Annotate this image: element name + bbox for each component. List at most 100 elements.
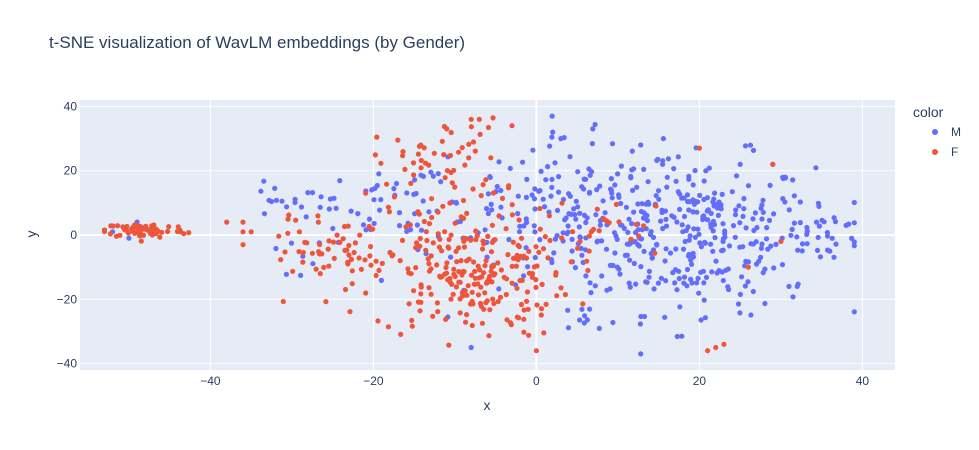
point-f[interactable] [101, 228, 108, 235]
point-f[interactable] [480, 182, 486, 188]
point-m[interactable] [348, 208, 354, 214]
point-f[interactable] [386, 209, 392, 215]
point-f[interactable] [429, 196, 435, 202]
point-f[interactable] [373, 272, 379, 279]
point-m[interactable] [759, 216, 765, 222]
point-m[interactable] [629, 167, 635, 173]
point-f[interactable] [584, 258, 590, 264]
point-m[interactable] [623, 204, 630, 210]
point-m[interactable] [507, 165, 513, 171]
point-f[interactable] [448, 232, 454, 238]
point-f[interactable] [465, 283, 471, 289]
point-f[interactable] [461, 235, 467, 241]
point-f[interactable] [616, 219, 622, 225]
point-m[interactable] [638, 313, 644, 320]
point-f[interactable] [345, 223, 351, 229]
point-m[interactable] [786, 283, 792, 289]
point-m[interactable] [554, 233, 560, 239]
point-m[interactable] [537, 237, 543, 243]
point-m[interactable] [653, 193, 659, 199]
point-f[interactable] [378, 160, 384, 166]
point-m[interactable] [283, 271, 289, 277]
point-m[interactable] [592, 283, 598, 289]
point-m[interactable] [788, 232, 794, 238]
point-m[interactable] [790, 294, 796, 300]
point-f[interactable] [459, 145, 465, 151]
point-m[interactable] [716, 199, 722, 205]
point-m[interactable] [759, 241, 765, 247]
point-f[interactable] [488, 155, 494, 161]
point-f[interactable] [492, 237, 498, 243]
point-m[interactable] [691, 201, 698, 207]
point-f[interactable] [479, 320, 485, 326]
point-f[interactable] [533, 244, 539, 250]
point-m[interactable] [594, 239, 600, 245]
point-m[interactable] [698, 269, 704, 275]
point-f[interactable] [524, 298, 530, 304]
point-f[interactable] [450, 291, 456, 297]
point-m[interactable] [816, 203, 822, 209]
point-m[interactable] [523, 216, 529, 222]
point-f[interactable] [541, 330, 547, 336]
point-m[interactable] [656, 188, 662, 194]
point-f[interactable] [533, 277, 539, 283]
point-f[interactable] [282, 249, 288, 255]
point-f[interactable] [536, 249, 542, 255]
point-m[interactable] [740, 213, 746, 219]
point-m[interactable] [577, 210, 583, 216]
point-f[interactable] [149, 232, 155, 238]
point-f[interactable] [483, 177, 489, 183]
point-f[interactable] [456, 149, 462, 155]
point-f[interactable] [510, 239, 516, 245]
point-f[interactable] [248, 229, 254, 235]
point-m[interactable] [593, 212, 599, 218]
point-f[interactable] [418, 291, 424, 297]
point-m[interactable] [658, 218, 664, 224]
point-m[interactable] [126, 235, 132, 241]
point-m[interactable] [418, 227, 425, 233]
point-f[interactable] [464, 312, 470, 318]
point-f[interactable] [705, 348, 711, 354]
point-m[interactable] [833, 241, 839, 247]
point-f[interactable] [454, 259, 460, 265]
point-f[interactable] [449, 281, 455, 287]
point-f[interactable] [417, 243, 423, 249]
point-m[interactable] [851, 309, 857, 315]
point-f[interactable] [405, 266, 411, 272]
point-f[interactable] [542, 234, 548, 240]
point-f[interactable] [464, 210, 470, 216]
point-m[interactable] [604, 287, 610, 293]
point-m[interactable] [594, 187, 600, 193]
point-m[interactable] [587, 280, 593, 286]
point-m[interactable] [284, 204, 290, 210]
point-m[interactable] [428, 169, 434, 175]
point-f[interactable] [505, 185, 512, 191]
point-m[interactable] [730, 223, 737, 229]
point-m[interactable] [646, 268, 653, 274]
point-m[interactable] [712, 235, 718, 241]
point-f[interactable] [408, 180, 414, 186]
point-m[interactable] [521, 273, 527, 279]
point-f[interactable] [395, 137, 401, 143]
point-f[interactable] [397, 258, 403, 264]
point-f[interactable] [331, 255, 337, 261]
point-m[interactable] [627, 284, 633, 290]
point-m[interactable] [690, 209, 696, 215]
point-m[interactable] [758, 254, 764, 260]
point-f[interactable] [470, 139, 477, 145]
point-f[interactable] [526, 270, 532, 276]
point-f[interactable] [406, 301, 412, 307]
point-f[interactable] [514, 285, 520, 291]
point-m[interactable] [745, 183, 752, 189]
point-f[interactable] [444, 260, 450, 266]
point-f[interactable] [504, 276, 510, 282]
point-m[interactable] [691, 226, 697, 232]
point-f[interactable] [330, 239, 337, 245]
point-m[interactable] [762, 300, 768, 307]
point-m[interactable] [766, 217, 773, 223]
point-m[interactable] [663, 246, 669, 252]
point-m[interactable] [540, 196, 546, 202]
point-m[interactable] [549, 184, 555, 190]
point-m[interactable] [582, 313, 588, 319]
point-m[interactable] [851, 243, 857, 249]
